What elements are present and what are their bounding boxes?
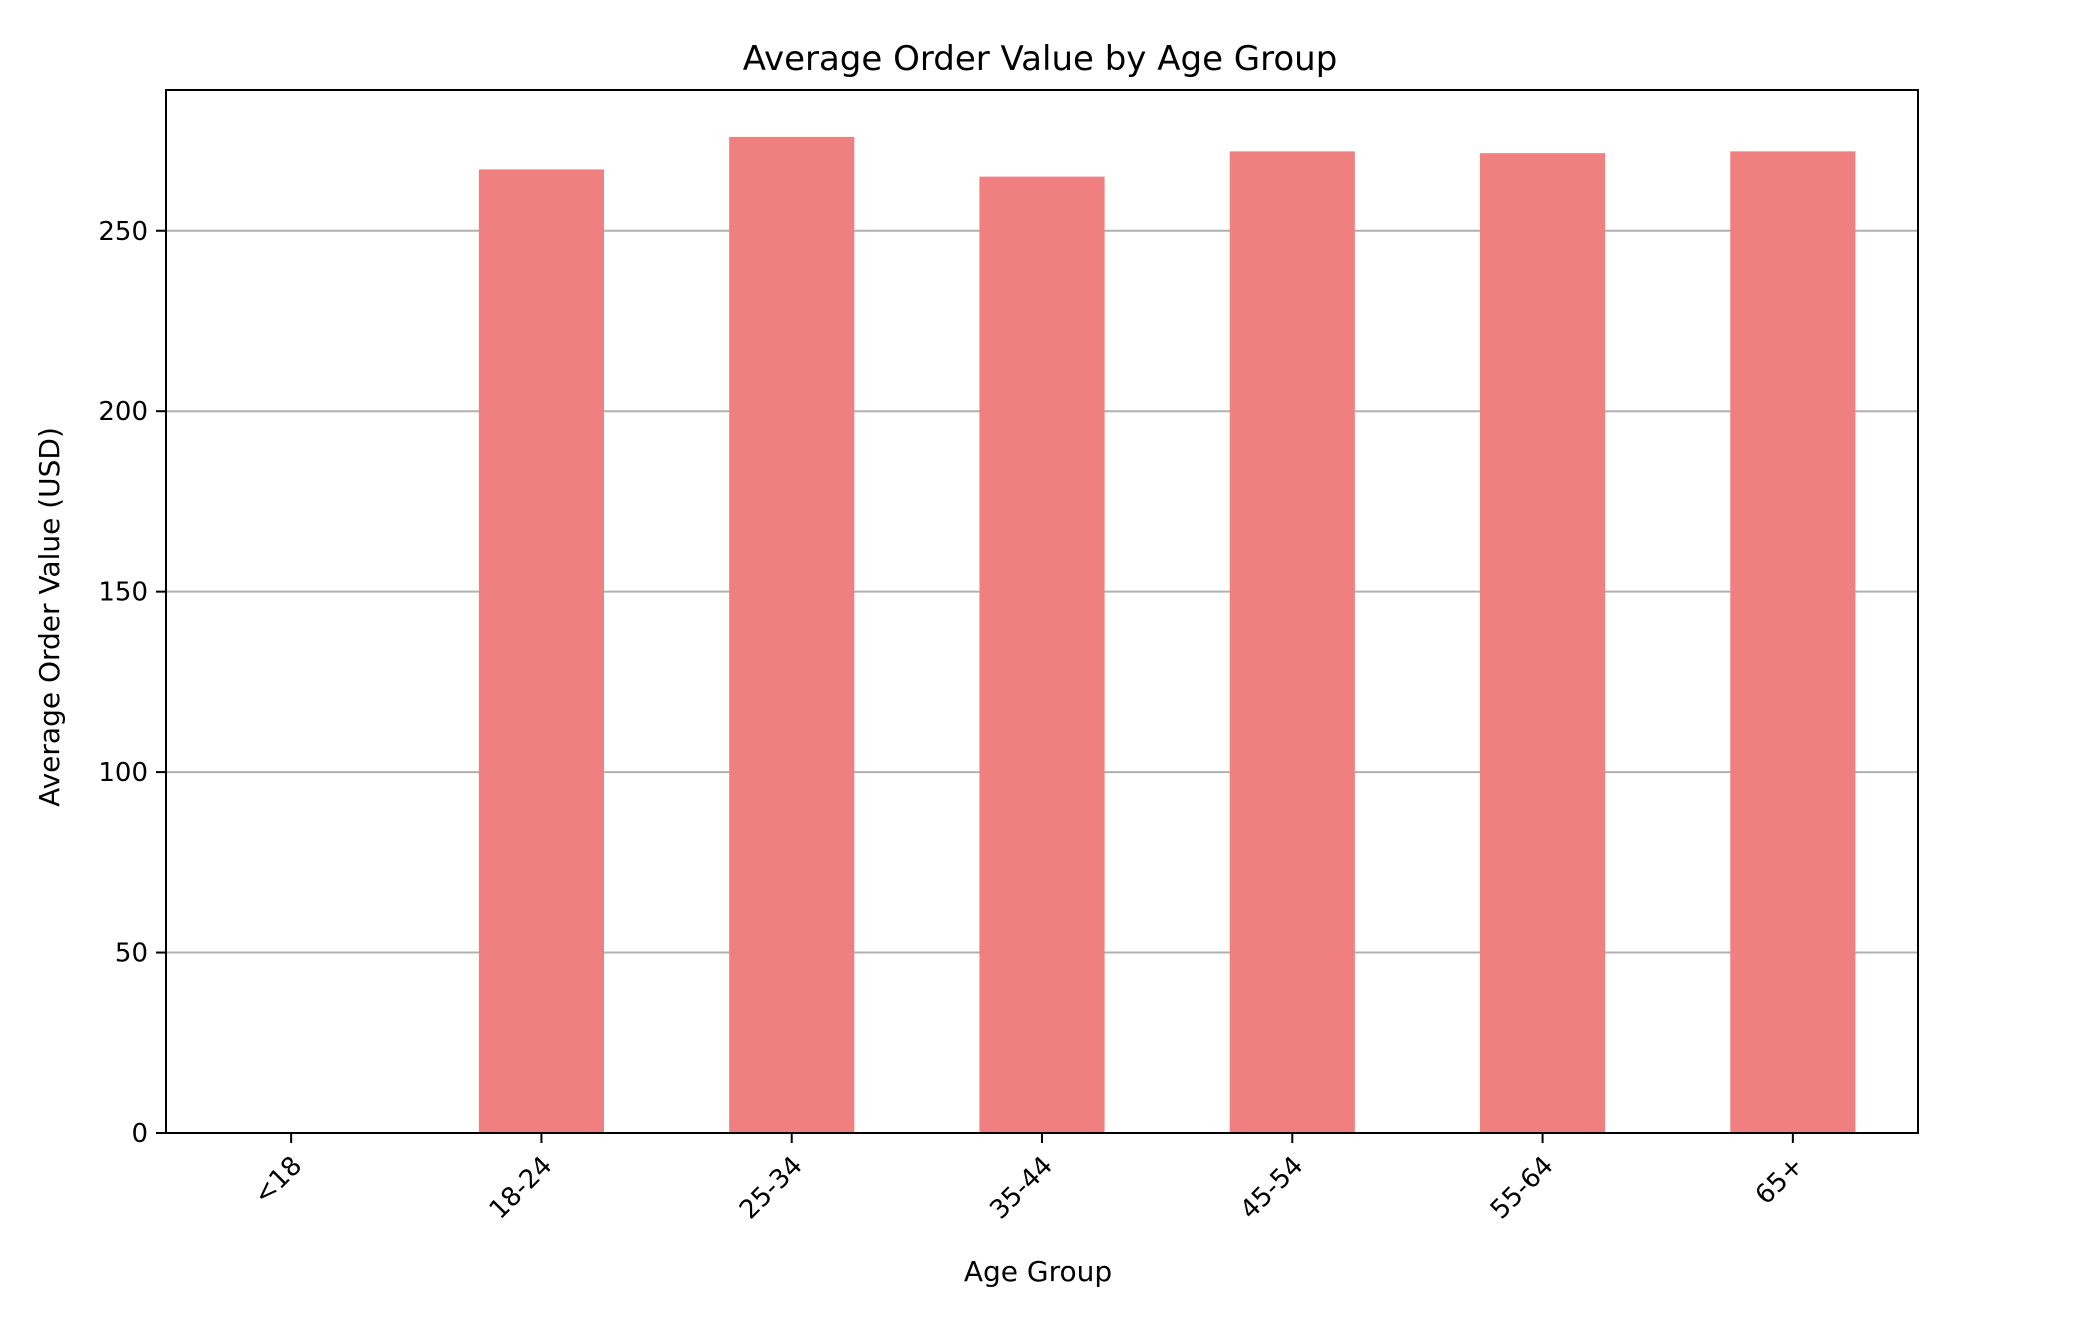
y-tick-label: 200 [98,397,148,427]
bar [1730,151,1856,1134]
y-tick-label: 100 [98,758,148,788]
x-tick-label: <18 [248,1151,308,1211]
bar [478,169,604,1133]
y-tick-label: 0 [131,1119,148,1149]
chart-title: Average Order Value by Age Group [743,39,1338,79]
y-tick-label: 50 [115,939,148,969]
bar [979,176,1105,1134]
y-tick-label: 150 [98,578,148,608]
y-axis-label: Average Order Value (USD) [33,427,66,807]
bar [729,136,855,1133]
x-axis-label: Age Group [964,1255,1112,1288]
x-tick-label: 65+ [1750,1151,1810,1211]
x-tick-label: 18-24 [484,1151,559,1226]
x-tick-label: 35-44 [984,1151,1059,1226]
bars [478,136,1856,1134]
y-axis-ticks: 0 50 100 150 200 250 [98,217,166,1149]
bar [1480,153,1606,1133]
bar [1229,151,1355,1134]
x-tick-label: 45-54 [1235,1151,1310,1226]
y-tick-label: 250 [98,217,148,247]
x-tick-label: 55-64 [1485,1151,1560,1226]
x-tick-label: 25-34 [734,1151,809,1226]
x-axis-ticks: <18 18-24 25-34 35-44 45-54 55-64 65+ [248,1133,1810,1225]
